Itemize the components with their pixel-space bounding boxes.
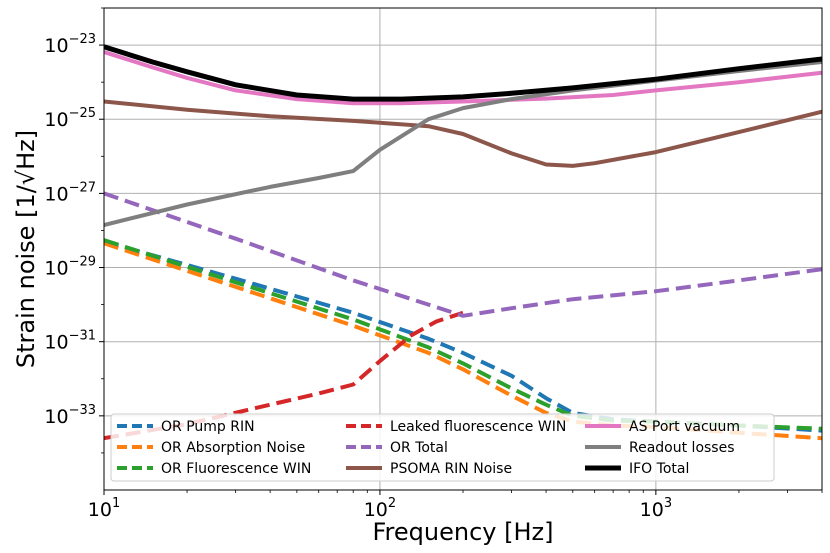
legend-label: Leaked fluorescence WIN	[390, 419, 566, 435]
y-tick-label-base: 10	[44, 258, 68, 280]
y-tick-label-exponent: −31	[69, 329, 96, 344]
legend-label: AS Port vacuum	[629, 419, 740, 435]
y-tick-label-base: 10	[44, 35, 68, 57]
legend-label: PSOMA RIN Noise	[390, 461, 512, 477]
plot-frame	[103, 7, 823, 491]
y-tick-label-exponent: −27	[69, 180, 96, 195]
x-tick-label-exponent: 3	[664, 496, 672, 511]
legend-label: OR Total	[390, 440, 448, 456]
y-tick-label-base: 10	[44, 406, 68, 428]
x-tick-label: 102	[364, 496, 396, 521]
y-tick-label-exponent: −23	[69, 32, 96, 47]
y-tick-label: 10−31	[44, 329, 96, 354]
legend: OR Pump RIN OR Absorption Noise OR Fluores…	[110, 413, 775, 482]
y-tick-label-base: 10	[44, 183, 68, 205]
x-tick-label-base: 10	[640, 499, 664, 521]
y-tick-label-exponent: −33	[69, 403, 96, 418]
y-axis-label: Strain noise [1/√Hz]	[12, 130, 40, 368]
legend-label: OR Absorption Noise	[161, 440, 305, 456]
legend-label: IFO Total	[629, 461, 689, 477]
series-line-or-total	[104, 191, 822, 318]
y-tick-label-exponent: −29	[69, 255, 96, 270]
x-tick-label-base: 10	[364, 499, 388, 521]
y-tick-label-base: 10	[44, 332, 68, 354]
y-tick-label: 10−25	[44, 106, 96, 131]
x-tick-label: 101	[88, 496, 120, 521]
y-tick-label-exponent: −25	[69, 106, 96, 121]
series-line-psoma-rin-noise	[104, 99, 822, 168]
y-tick-label: 10−23	[44, 32, 96, 57]
y-tick-label-base: 10	[44, 109, 68, 131]
y-tick-label: 10−29	[44, 255, 96, 280]
legend-label: Readout losses	[629, 440, 735, 456]
y-tick-label: 10−33	[44, 403, 96, 428]
y-tick-label: 10−27	[44, 180, 96, 205]
series-line-as-port-vacuum	[104, 50, 822, 106]
legend-label: OR Fluorescence WIN	[161, 461, 311, 477]
x-axis-label: Frequency [Hz]	[373, 518, 554, 546]
x-tick-label: 103	[640, 496, 672, 521]
x-tick-label-base: 10	[88, 499, 112, 521]
x-tick-label-exponent: 2	[388, 496, 396, 511]
legend-label: OR Pump RIN	[161, 419, 255, 435]
legend-box	[110, 413, 775, 482]
series-line-ifo-total	[104, 44, 822, 102]
x-tick-label-exponent: 1	[112, 496, 120, 511]
